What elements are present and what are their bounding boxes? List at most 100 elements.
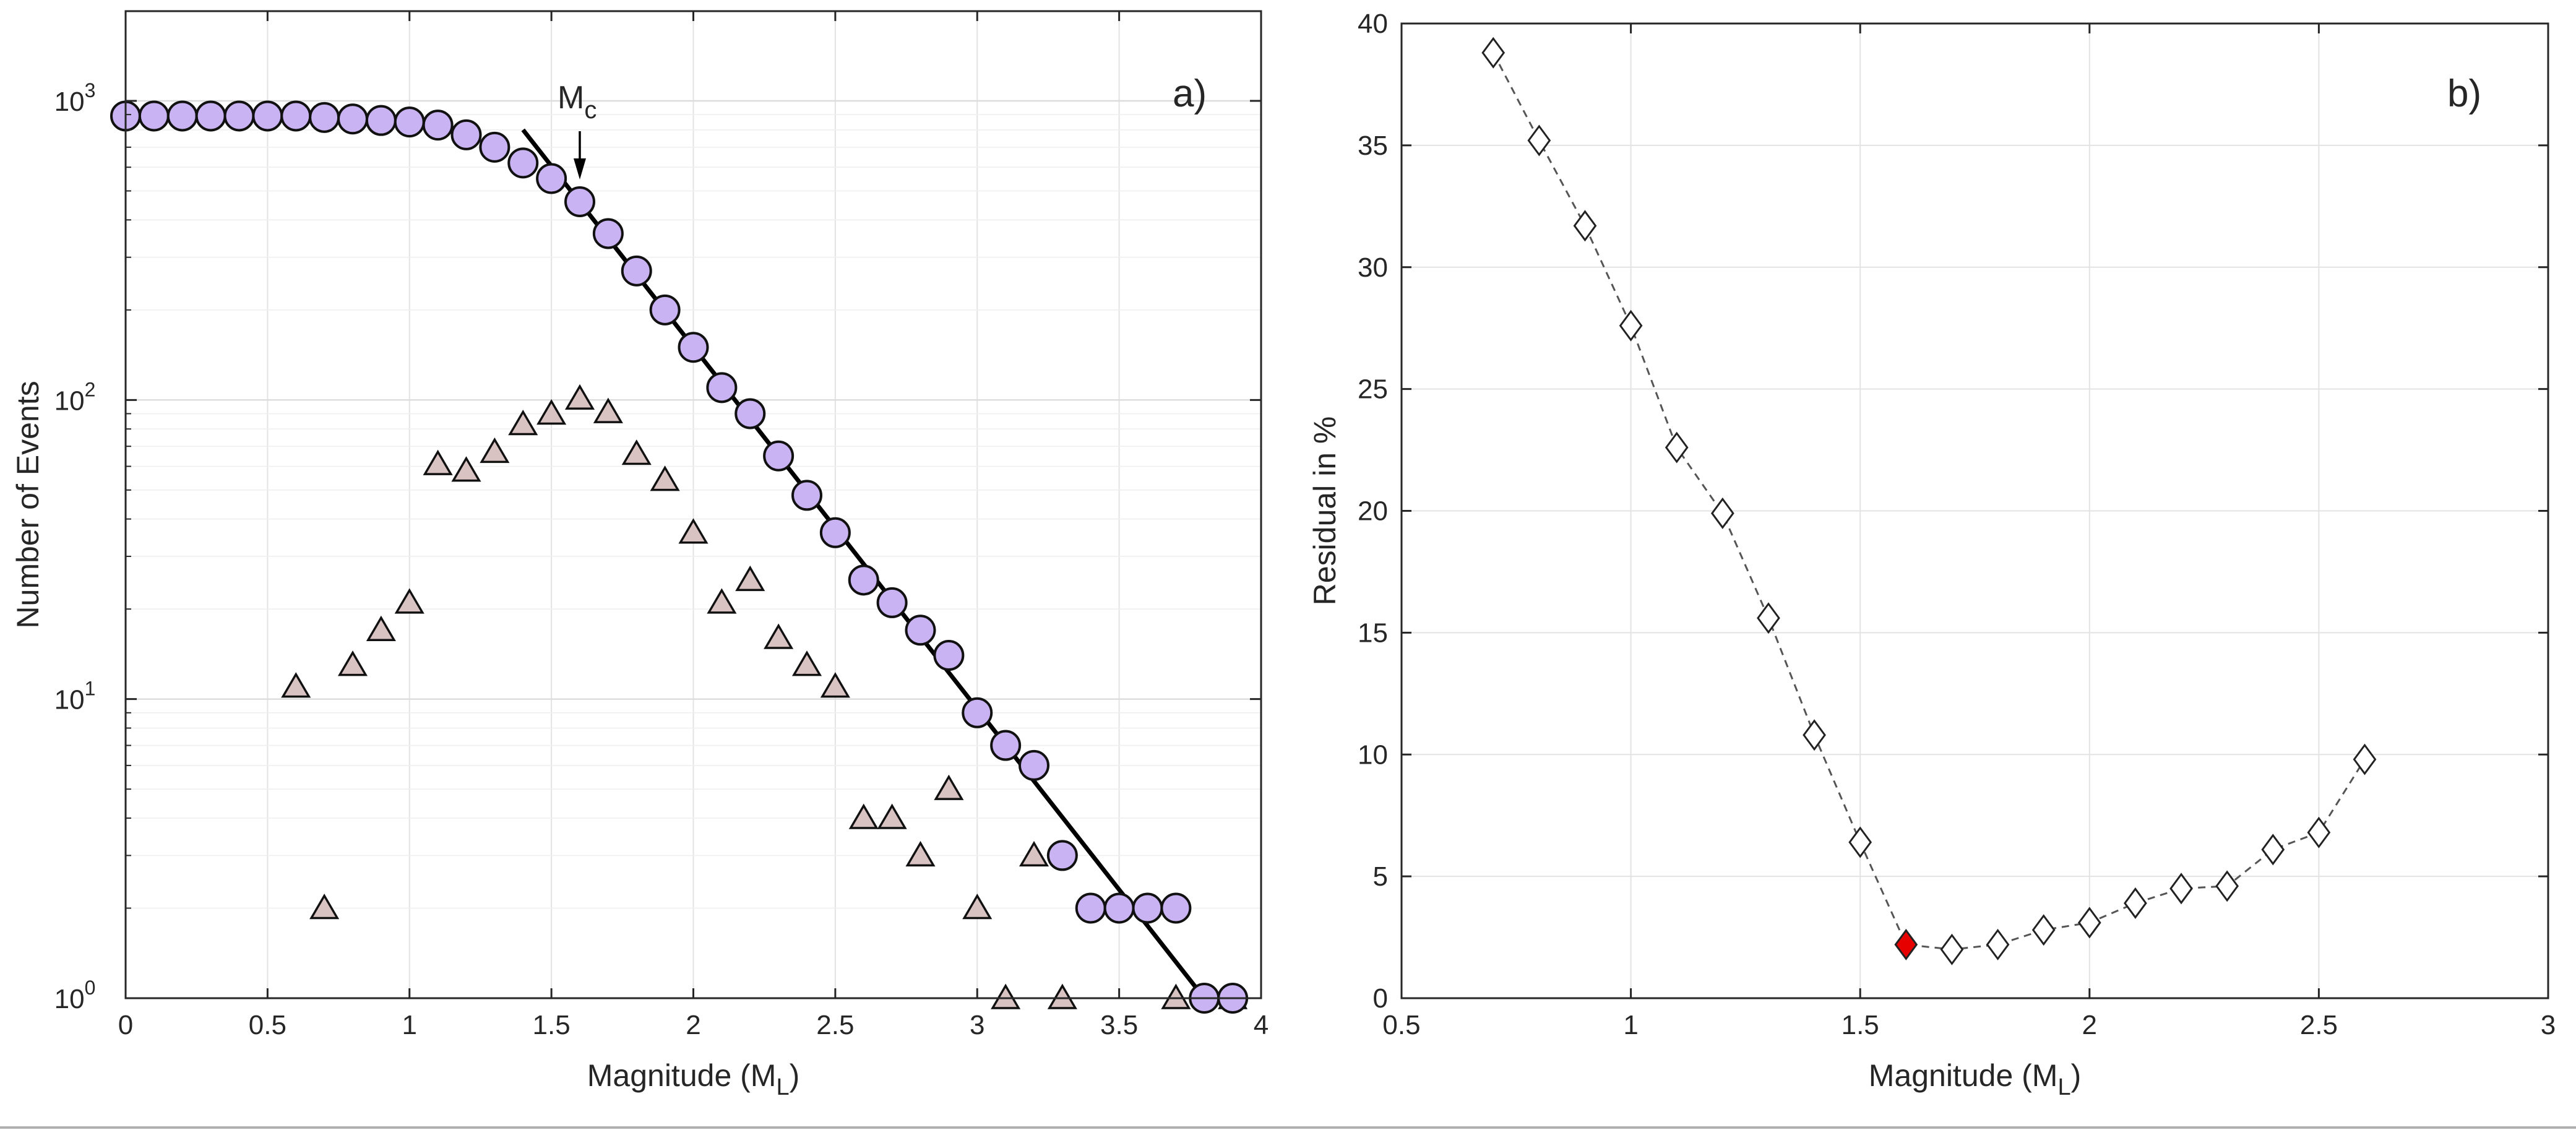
panel-a-circle-point: [422, 110, 454, 141]
panel-b-diamond-point: [1665, 431, 1689, 464]
panel-a-y-tick-label: 103: [54, 79, 96, 117]
panel-a-triangle-point: [394, 588, 424, 614]
panel-b-residual-line: [1492, 52, 2366, 951]
panel-a-triangle-point: [309, 894, 340, 920]
panel-a-circle-point: [649, 294, 681, 326]
panel-b-diamond-point: [2077, 907, 2101, 939]
panel-a-mc-subscript: c: [584, 97, 597, 124]
panel-a-triangle-point: [820, 672, 850, 698]
panel-a-circle-point: [1046, 840, 1078, 871]
panel-a-circle-point: [280, 100, 312, 132]
panel-a-circle-point: [848, 564, 879, 596]
panel-b-y-axis-label: Residual in %: [1307, 416, 1342, 606]
panel-a-circle-point: [592, 218, 624, 249]
panel-a-triangle-point: [934, 774, 964, 800]
panel-a-circle-point: [819, 517, 851, 548]
panel-b-x-tick-label: 0.5: [1382, 1010, 1420, 1040]
panel-a-mc-letter: M: [558, 80, 584, 116]
panel-a-circle-point: [876, 587, 908, 618]
panel-a-circle-point: [763, 440, 795, 472]
panel-b-highlight-point: [1894, 928, 1918, 960]
panel-a-x-label-close: ): [790, 1058, 800, 1093]
panel-a-circle-point: [706, 372, 738, 403]
panel-b-diamond-point: [2353, 743, 2377, 775]
panel-a-circle-point: [621, 255, 652, 287]
panel-a-triangle-point: [536, 399, 567, 425]
panel-a-x-tick-label: 1: [402, 1010, 417, 1040]
panel-b-x-axis-label: Magnitude (ML): [1869, 1058, 2082, 1100]
panel-a-triangle-point: [735, 565, 765, 592]
panel-a-x-tick-label: 0.5: [249, 1010, 286, 1040]
panel-a-y-tick-label: 100: [54, 977, 96, 1014]
panel-a-x-tick-label: 3.5: [1100, 1010, 1138, 1040]
panel-a-circle-point: [309, 101, 340, 133]
panel-a-circle-point: [138, 100, 170, 132]
panel-b-diamond-point: [1848, 826, 1872, 858]
panel-a-x-label-text: Magnitude (M: [587, 1058, 777, 1093]
panel-a-mc-label: Mc: [558, 80, 597, 124]
panel-b-y-tick-label: 5: [1373, 861, 1388, 892]
panel-a-triangle-point: [962, 894, 993, 920]
panel-b-x-label-subscript: L: [2057, 1074, 2070, 1100]
panel-b-y-tick-label: 40: [1358, 9, 1388, 39]
panel-b-x-tick-label: 3: [2541, 1010, 2556, 1040]
panel-a-triangle-point: [650, 465, 680, 491]
panel-a-circle-point: [791, 480, 822, 511]
panel-a-circle-point: [1160, 892, 1192, 924]
panel-a-y-tick-base: 10: [54, 87, 85, 117]
panel-b-diamond-point: [1803, 719, 1826, 751]
panel-a-triangle-point: [848, 803, 879, 829]
panel-b-x-label-text: Magnitude (M: [1869, 1058, 2058, 1093]
panel-b-y-tick-label: 30: [1358, 252, 1388, 283]
panel-a-x-tick-label: 2: [686, 1010, 700, 1040]
panel-a-triangle-point: [366, 615, 396, 642]
panel-a-x-tick-label: 1.5: [533, 1010, 571, 1040]
panel-a-x-tick-label: 0: [118, 1010, 133, 1040]
panel-a-triangle-point: [480, 437, 510, 464]
panel-b-x-tick-label: 2: [2082, 1010, 2097, 1040]
panel-a-triangle-point: [678, 518, 709, 544]
panel-b-diamond-point: [1619, 309, 1643, 342]
panel-b-diamond-point: [1573, 210, 1597, 242]
panel-a-y-tick-label: 102: [54, 378, 96, 416]
panel-a-triangle-point: [423, 449, 453, 475]
panel-a-y-tick-base: 10: [54, 386, 85, 416]
panel-a-circle-point: [337, 103, 368, 135]
panel-a-circle-point: [1019, 749, 1049, 781]
panel-b-diamond-point: [1986, 928, 2010, 960]
panel-b-y-tick-label: 15: [1358, 618, 1388, 648]
panel-a-triangle-point: [593, 397, 623, 423]
panel-a-triangle-point: [281, 672, 311, 698]
panel-a-triangle-point: [564, 384, 595, 410]
panel-a-triangle-point: [621, 439, 652, 465]
panel-a-circle-point: [365, 105, 397, 136]
panel-a-triangle-point: [1019, 840, 1049, 867]
panel-a-y-tick-base: 10: [54, 685, 85, 715]
panel-a-circle-point: [394, 106, 425, 138]
panel-a-label: a): [1173, 72, 1207, 115]
panel-a-circle-point: [252, 100, 283, 132]
panel-a-mc-arrowhead: [574, 158, 586, 179]
panel-a-circle-point: [536, 163, 567, 194]
panel-b-x-tick-label: 1.5: [1842, 1010, 1879, 1040]
panel-b-y-tick-label: 20: [1358, 496, 1388, 527]
panel-a-circle-point: [678, 332, 709, 363]
panel-a-triangle-point: [1161, 983, 1191, 1009]
panel-a-circle-point: [990, 730, 1022, 761]
panel-a-x-label-subscript: L: [776, 1074, 789, 1100]
panel-b-diamond-point: [1757, 602, 1780, 634]
panel-b-diamond-point: [2169, 873, 2193, 905]
panel-a-y-axis-label: Number of Events: [11, 381, 45, 628]
panel-a-y-tick-exponent: 2: [85, 378, 96, 400]
panel-b-y-tick-label: 0: [1373, 983, 1388, 1014]
panel-b-x-tick-label: 1: [1623, 1010, 1638, 1040]
panel-a-circle-point: [564, 186, 595, 218]
panel-a-triangle-point: [991, 983, 1021, 1009]
panel-b-diamond-point: [2307, 816, 2331, 848]
panel-a-y-tick-base: 10: [54, 984, 85, 1014]
panel-a-circle-point: [1103, 892, 1135, 924]
panel-b-diamond-point: [2031, 914, 2056, 946]
panel-b-label: b): [2447, 72, 2481, 115]
